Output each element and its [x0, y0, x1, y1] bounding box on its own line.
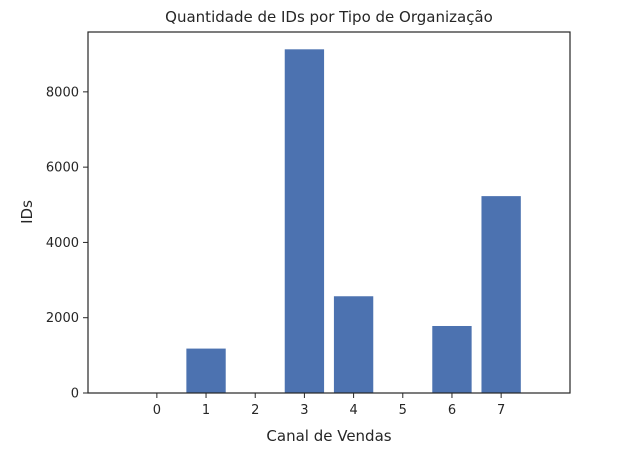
- x-tick-label: 6: [448, 403, 456, 418]
- x-tick-label: 0: [153, 403, 161, 418]
- x-tick-label: 4: [349, 403, 357, 418]
- x-axis-label: Canal de Vendas: [266, 427, 391, 445]
- y-tick-label: 2000: [46, 311, 79, 326]
- x-tick-label: 5: [399, 403, 407, 418]
- x-ticks-group: 0 1 2 3 4 5 6 7: [153, 393, 505, 418]
- bar-4: [333, 296, 374, 393]
- bar-6: [432, 325, 472, 393]
- plot-frame: [87, 31, 571, 394]
- y-tick-label: 0: [71, 387, 79, 402]
- bar-3: [284, 49, 325, 394]
- x-tick-label: 7: [497, 403, 505, 418]
- bars-group: [186, 49, 521, 394]
- x-tick-label: 2: [251, 403, 259, 418]
- y-ticks-group: 0 2000 4000 6000 8000: [46, 85, 88, 402]
- x-tick-label: 3: [300, 403, 308, 418]
- y-tick-label: 6000: [46, 161, 79, 176]
- bar-1: [186, 348, 226, 393]
- y-tick-label: 4000: [46, 236, 79, 251]
- y-tick-label: 8000: [46, 85, 79, 100]
- x-tick-label: 1: [202, 403, 210, 418]
- chart-title: Quantidade de IDs por Tipo de Organizaçã…: [165, 8, 493, 26]
- bar-7: [481, 196, 521, 393]
- y-axis-label: IDs: [18, 200, 36, 224]
